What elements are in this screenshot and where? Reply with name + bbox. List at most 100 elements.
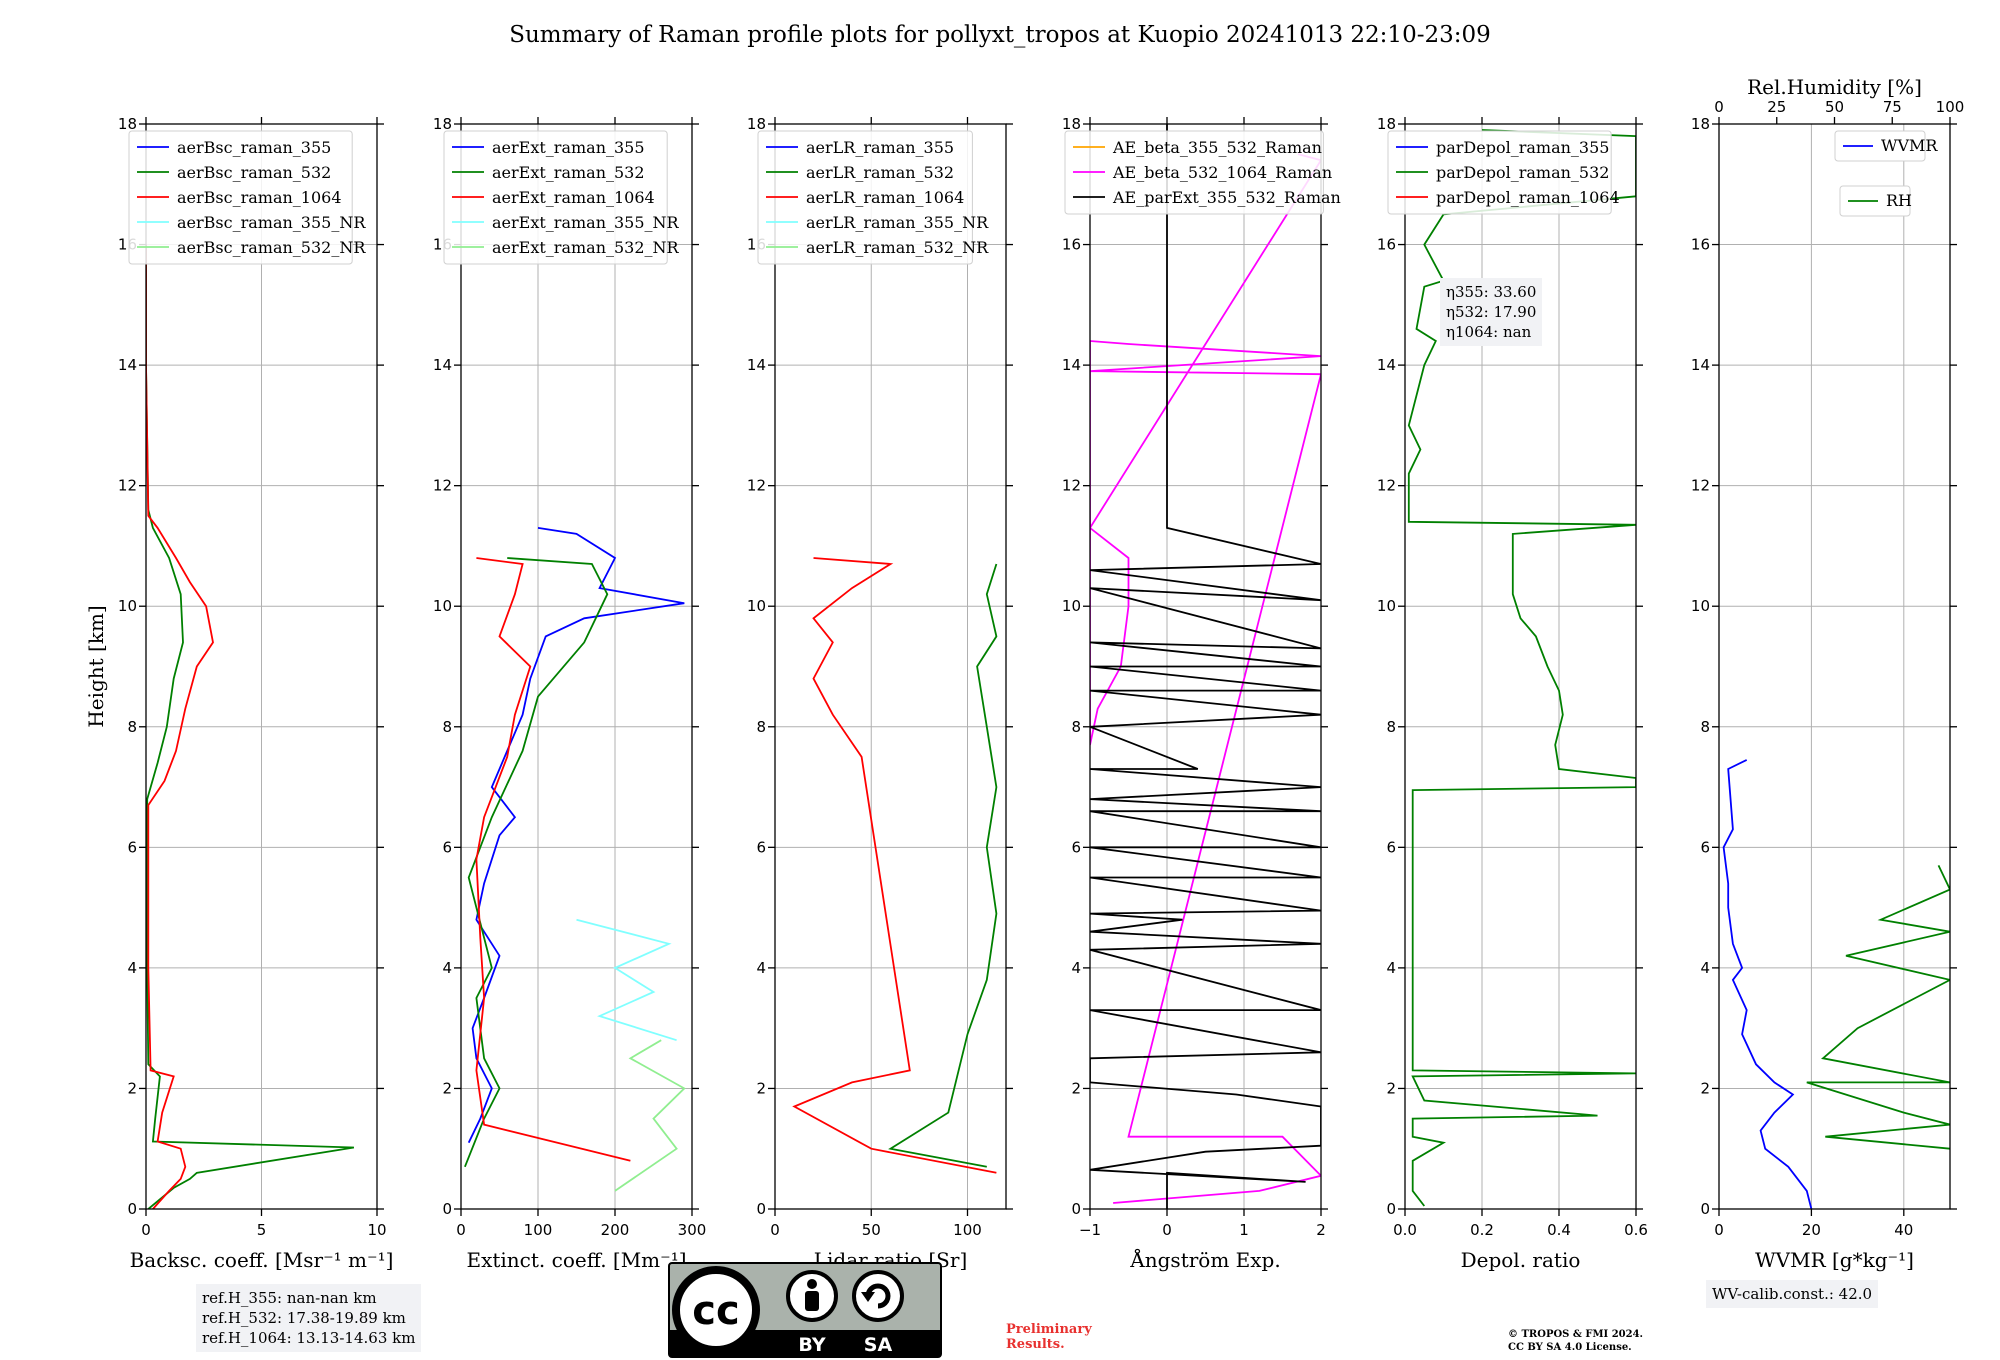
panel-frame	[1718, 123, 1951, 1210]
top-x-tick-label: 0	[1714, 98, 1724, 116]
legend-box	[1064, 130, 1324, 215]
cc-by-label: BY	[798, 1334, 825, 1356]
legend-label: aerExt_raman_532_NR	[492, 238, 680, 257]
y-tick-label: 6	[1700, 838, 1710, 856]
y-tick-label: 8	[756, 718, 766, 736]
y-tick-label: 10	[1691, 597, 1710, 615]
legend-label: AE_parExt_355_532_Raman	[1112, 188, 1341, 207]
y-tick-label: 6	[1386, 838, 1396, 856]
ref-height-box: ref.H_355: nan-nan km ref.H_532: 17.38-1…	[196, 1284, 422, 1352]
legend-label: aerExt_raman_355	[492, 138, 645, 157]
x-tick-label: 10	[367, 1221, 386, 1239]
panel-frame	[774, 123, 1007, 1210]
legend-box	[1387, 130, 1612, 215]
y-tick-label: 0	[1386, 1200, 1396, 1218]
y-tick-label: 6	[127, 838, 137, 856]
legend-label: parDepol_raman_532	[1436, 163, 1609, 182]
x-tick-label: −1	[1079, 1221, 1101, 1239]
legend-label: aerLR_raman_532	[806, 163, 954, 182]
y-tick-label: 0	[442, 1200, 452, 1218]
y-tick-label: 0	[1071, 1200, 1081, 1218]
y-tick-label: 12	[118, 477, 137, 495]
x-tick-label: 0.6	[1624, 1221, 1648, 1239]
y-tick-label: 16	[1377, 236, 1396, 254]
series-line-AE_beta_532_1064_Raman	[1090, 153, 1321, 1204]
y-tick-label: 4	[442, 959, 452, 977]
x-tick-label: 300	[678, 1221, 707, 1239]
x-tick-label: 100	[953, 1221, 982, 1239]
x-axis-label: WVMR [g*kg⁻¹]	[1755, 1248, 1914, 1272]
eta-box: η355: 33.60 η532: 17.90 η1064: nan	[1440, 278, 1543, 346]
top-x-tick-label: 75	[1883, 98, 1902, 116]
y-tick-label: 4	[756, 959, 766, 977]
ref-height-1064: ref.H_1064: 13.13-14.63 km	[202, 1329, 416, 1347]
y-tick-label: 14	[1377, 356, 1396, 374]
legend-label: parDepol_raman_355	[1436, 138, 1609, 157]
series-line-aerBsc_raman_532	[146, 244, 355, 1209]
legend-label: aerExt_raman_355_NR	[492, 213, 680, 232]
legend-label: aerLR_raman_355	[806, 138, 954, 157]
legend-label: RH	[1886, 191, 1912, 210]
y-tick-label: 14	[433, 356, 452, 374]
x-tick-label: 0.0	[1393, 1221, 1417, 1239]
x-tick-label: 100	[524, 1221, 553, 1239]
top-x-tick-label: 25	[1767, 98, 1786, 116]
y-tick-label: 10	[433, 597, 452, 615]
eta-532: η532: 17.90	[1446, 303, 1537, 321]
y-tick-label: 16	[1691, 236, 1710, 254]
preliminary-note: Preliminary Results.	[1006, 1322, 1092, 1352]
copyright-note: © TROPOS & FMI 2024. CC BY SA 4.0 Licens…	[1508, 1328, 1643, 1354]
series-line-AE_parExt_355_532_Raman	[1090, 124, 1321, 1209]
y-tick-label: 12	[1377, 477, 1396, 495]
y-tick-label: 0	[756, 1200, 766, 1218]
legend-box	[757, 130, 973, 265]
y-tick-label: 6	[756, 838, 766, 856]
y-tick-label: 8	[127, 718, 137, 736]
legend-label: parDepol_raman_1064	[1436, 188, 1620, 207]
y-tick-label: 10	[1377, 597, 1396, 615]
legend-label: aerBsc_raman_532_NR	[177, 238, 366, 257]
x-tick-label: 0.4	[1547, 1221, 1571, 1239]
y-tick-label: 18	[433, 115, 452, 133]
y-tick-label: 10	[118, 597, 137, 615]
x-tick-label: 0.2	[1470, 1221, 1494, 1239]
series-line-aerExt_raman_355	[467, 527, 685, 1144]
x-tick-label: 50	[862, 1221, 881, 1239]
x-axis-label: Depol. ratio	[1461, 1248, 1581, 1272]
x-tick-label: 1	[1239, 1221, 1249, 1239]
y-tick-label: 0	[1700, 1200, 1710, 1218]
y-tick-label: 18	[1062, 115, 1081, 133]
series-line-parDepol_raman_532	[1407, 129, 1636, 1207]
copyright-line-1: © TROPOS & FMI 2024.	[1508, 1329, 1644, 1340]
legend-label: aerLR_raman_532_NR	[806, 238, 989, 257]
top-x-axis-label: Rel.Humidity [%]	[1747, 75, 1922, 99]
y-tick-label: 12	[1691, 477, 1710, 495]
legend-label: aerExt_raman_532	[492, 163, 645, 182]
y-tick-label: 8	[1071, 718, 1081, 736]
top-x-tick-label: 50	[1825, 98, 1844, 116]
y-tick-label: 16	[1062, 236, 1081, 254]
x-tick-label: 5	[257, 1221, 267, 1239]
y-tick-label: 2	[1071, 1079, 1081, 1097]
panel-frame	[1089, 123, 1322, 1210]
x-tick-label: 0	[1714, 1221, 1724, 1239]
preliminary-line-2: Results.	[1006, 1337, 1065, 1352]
top-x-tick-label: 100	[1936, 98, 1965, 116]
legend-label: WVMR	[1881, 136, 1938, 155]
copyright-line-2: CC BY SA 4.0 License.	[1508, 1342, 1632, 1353]
ref-height-532: ref.H_532: 17.38-19.89 km	[202, 1309, 406, 1327]
y-tick-label: 6	[442, 838, 452, 856]
y-tick-label: 2	[756, 1079, 766, 1097]
x-tick-label: 20	[1802, 1221, 1821, 1239]
y-tick-label: 2	[1700, 1079, 1710, 1097]
series-line-aerLR_raman_532	[888, 563, 998, 1168]
legend-label: aerBsc_raman_355_NR	[177, 213, 366, 232]
y-tick-label: 4	[1386, 959, 1396, 977]
series-line-RH	[1806, 865, 1950, 1150]
panel-5: 0.0 0.2 0.4 0.6 0 2 4 6 8 10 12 14 16 18 Depol. ratio p…	[1377, 115, 1648, 1272]
x-axis-label: Backsc. coeff. [Msr⁻¹ m⁻¹]	[130, 1248, 394, 1272]
y-tick-label: 10	[747, 597, 766, 615]
